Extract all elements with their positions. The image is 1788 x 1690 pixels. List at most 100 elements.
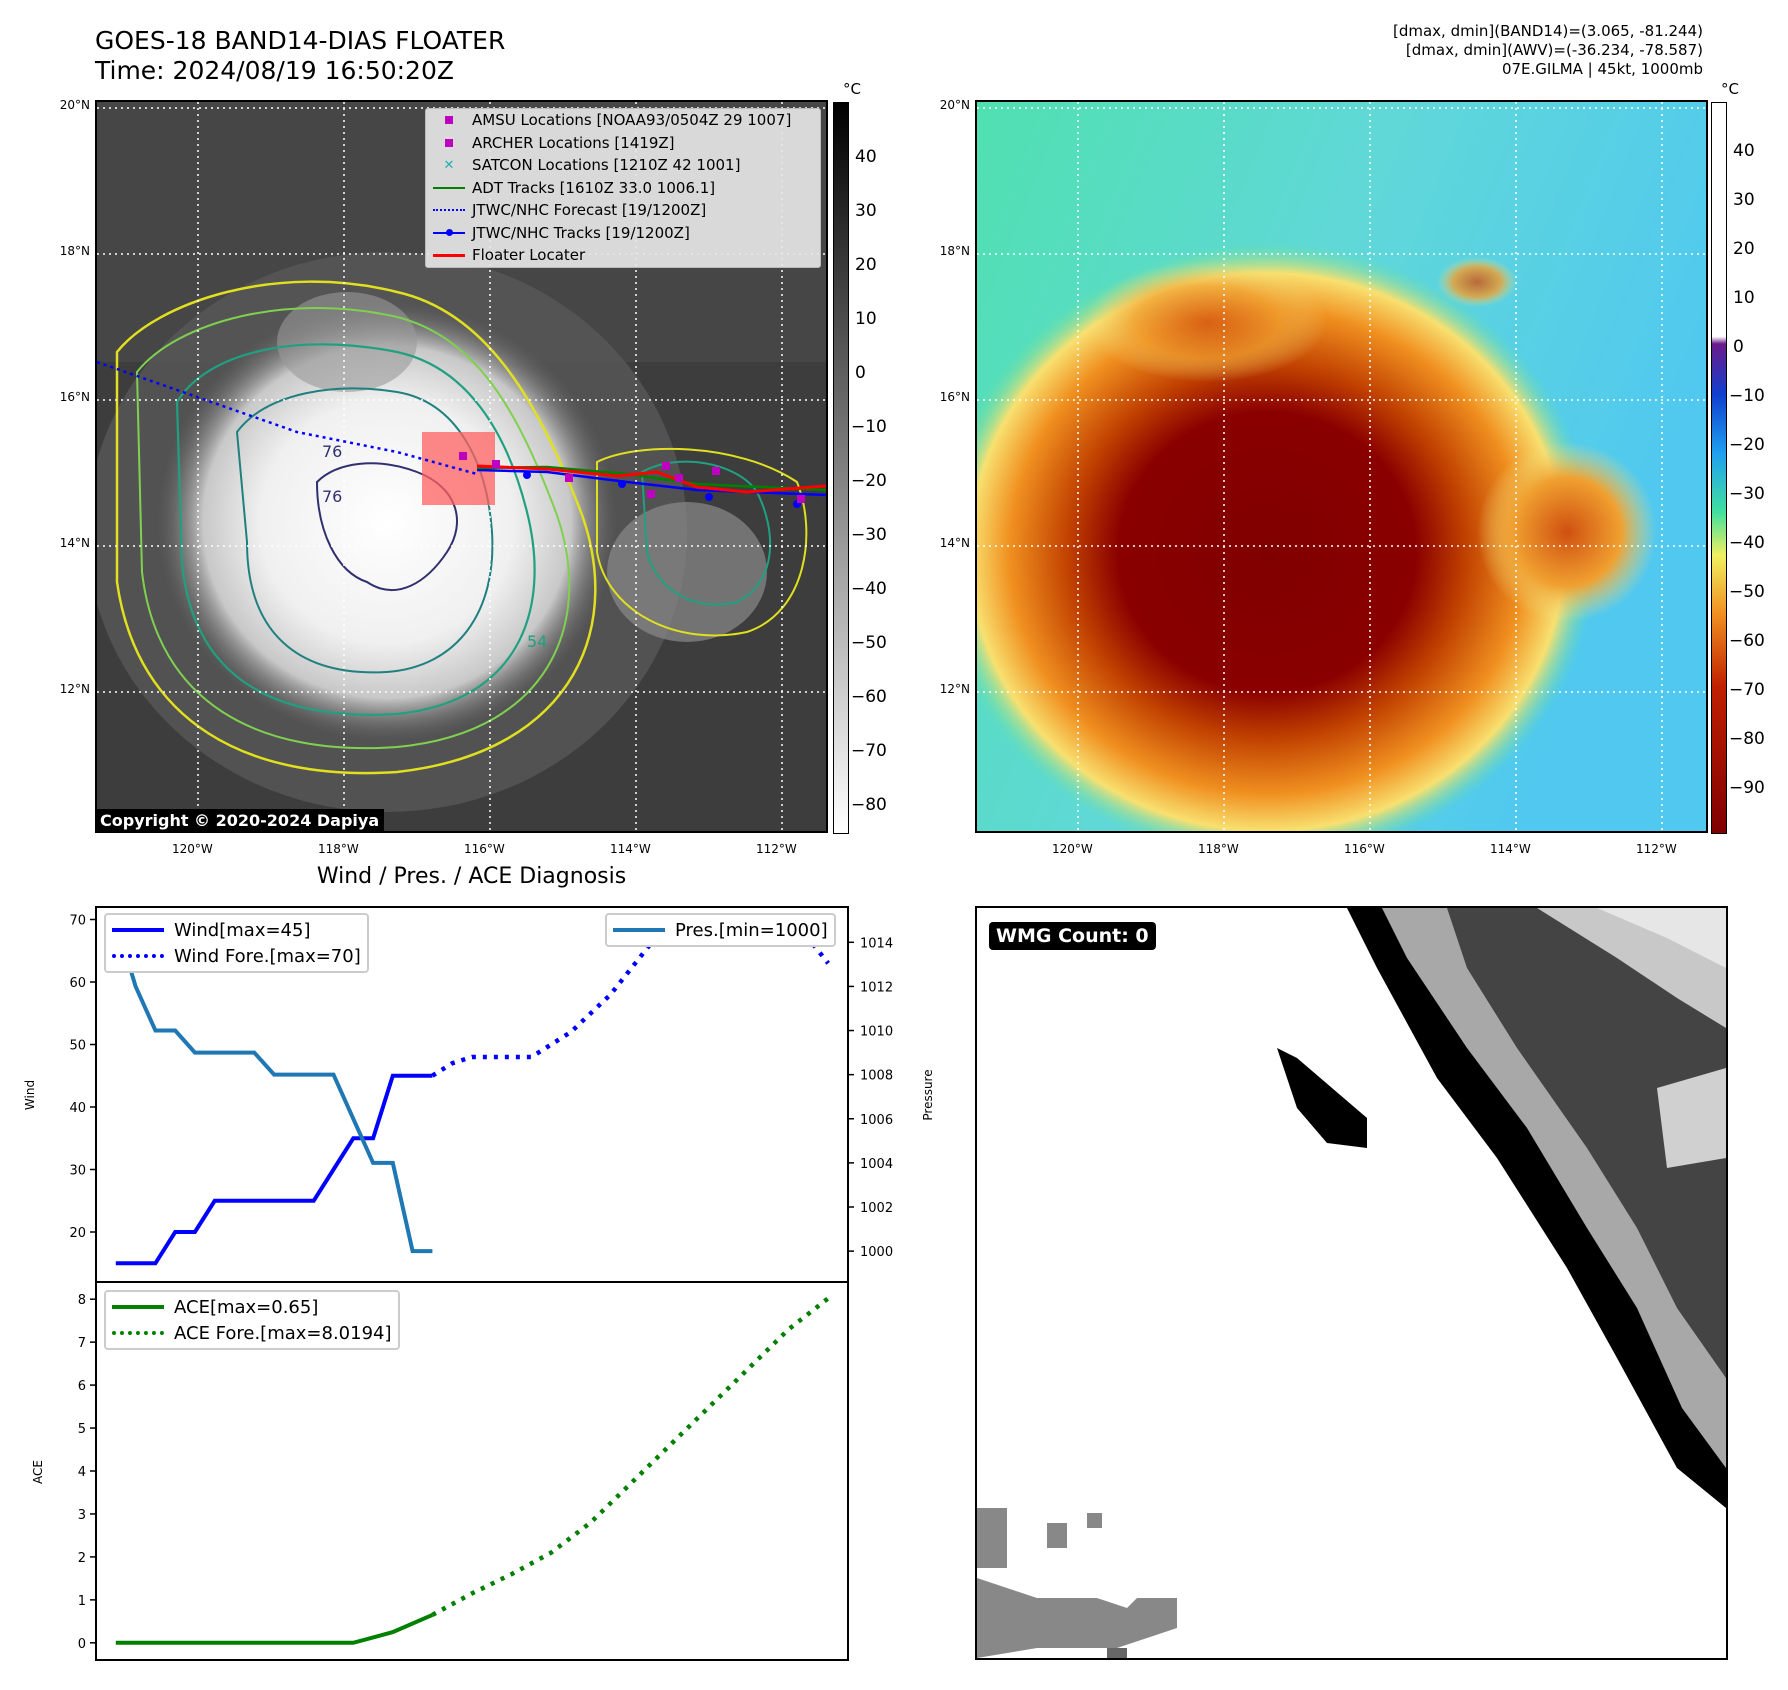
diagnosis-title: Wind / Pres. / ACE Diagnosis xyxy=(316,864,627,889)
ir-color-map-svg xyxy=(977,102,1706,831)
lon-label: 114°W xyxy=(610,842,651,856)
map-legend: AMSU Locations [NOAA93/0504Z 29 1007] AR… xyxy=(425,108,821,268)
cbar-tick: −70 xyxy=(851,741,887,761)
figure-title: GOES-18 BAND14-DIAS FLOATER Time: 2024/0… xyxy=(95,26,505,86)
lat-label: 12°N xyxy=(59,682,90,696)
cbar-tick: −10 xyxy=(1729,386,1765,406)
gray-colorbar-unit: °C xyxy=(843,80,861,98)
lat-label: 16°N xyxy=(59,390,90,404)
ace-ytick-label: 5 xyxy=(78,1422,86,1437)
contour-label-3: 54 xyxy=(527,632,547,651)
ace-ytick-label: 2 xyxy=(78,1551,86,1566)
cbar-tick: −80 xyxy=(851,795,887,815)
legend-satcon: ✕ SATCON Locations [1210Z 42 1001] xyxy=(443,156,741,175)
ace-series-line-1 xyxy=(431,1296,830,1617)
lat-label: 18°N xyxy=(939,244,970,258)
ir-color-map xyxy=(975,100,1708,833)
cbar-tick: 10 xyxy=(1733,288,1755,308)
cbar-tick: −90 xyxy=(1729,778,1765,798)
wmg-svg xyxy=(977,908,1726,1658)
lon-label: 120°W xyxy=(1052,842,1093,856)
info-line-2: [dmax, dmin](AWV)=(-36.234, -78.587) xyxy=(1405,41,1703,59)
legend-archer: ARCHER Locations [1419Z] xyxy=(426,132,820,155)
title-line-1: GOES-18 BAND14-DIAS FLOATER xyxy=(95,26,506,55)
cbar-tick: 40 xyxy=(1733,141,1755,161)
lon-label: 118°W xyxy=(1198,842,1239,856)
lat-label: 18°N xyxy=(59,244,90,258)
pressure-ytick-label: 1012 xyxy=(860,980,893,995)
lat-label: 12°N xyxy=(939,682,970,696)
lon-label: 120°W xyxy=(172,842,213,856)
cbar-tick: −20 xyxy=(1729,435,1765,455)
series-line-0 xyxy=(115,1073,433,1266)
cbar-tick: −40 xyxy=(851,579,887,599)
title-line-2: Time: 2024/08/19 16:50:20Z xyxy=(95,56,454,85)
wind-ytick-label: 50 xyxy=(69,1039,86,1054)
legend-tracks: JTWC/NHC Tracks [19/1200Z] xyxy=(426,222,820,245)
wind-ytick-label: 60 xyxy=(69,976,86,991)
gray-colorbar-ticks: 40 30 20 10 0 −10 −20 −30 −40 −50 −60 −7… xyxy=(851,102,895,832)
wind-ylabel: Wind xyxy=(23,1080,37,1110)
lat-label: 14°N xyxy=(939,536,970,550)
ace-ytick-label: 7 xyxy=(78,1336,86,1351)
wind-legend: Wind[max=45] Wind Fore.[max=70] xyxy=(104,913,369,973)
wind-ytick-label: 30 xyxy=(69,1164,86,1179)
cbar-tick: 40 xyxy=(855,147,877,167)
contour-label-2: 76 xyxy=(322,487,342,506)
cbar-tick: −40 xyxy=(1729,533,1765,553)
cbar-tick: −50 xyxy=(1729,582,1765,602)
lat-label: 20°N xyxy=(939,98,970,112)
color-colorbar xyxy=(1711,102,1727,834)
pressure-ytick-label: 1010 xyxy=(860,1025,893,1040)
legend-floater: Floater Locater xyxy=(426,244,820,267)
lat-label: 16°N xyxy=(939,390,970,404)
pressure-ytick-label: 1004 xyxy=(860,1157,893,1172)
ace-series-line-0 xyxy=(115,1613,434,1645)
lon-label: 112°W xyxy=(1636,842,1677,856)
color-colorbar-ticks: 40 30 20 10 0 −10 −20 −30 −40 −50 −60 −7… xyxy=(1729,102,1773,832)
cbar-tick: 0 xyxy=(855,363,866,383)
wind-ytick-label: 40 xyxy=(69,1101,86,1116)
cbar-tick: −10 xyxy=(851,417,887,437)
color-colorbar-unit: °C xyxy=(1721,80,1739,98)
legend-ace: ACE[max=0.65] xyxy=(112,1294,392,1320)
ace-ytick-label: 4 xyxy=(78,1465,86,1480)
cbar-tick: −60 xyxy=(1729,631,1765,651)
lon-label: 114°W xyxy=(1490,842,1531,856)
pressure-ytick-label: 1002 xyxy=(860,1201,893,1216)
cbar-tick: 10 xyxy=(855,309,877,329)
ace-ytick-label: 3 xyxy=(78,1508,86,1523)
legend-ace-fore: ACE Fore.[max=8.0194] xyxy=(112,1320,392,1346)
ace-ylabel: ACE xyxy=(31,1460,45,1484)
wmg-count-badge: WMG Count: 0 xyxy=(989,922,1156,950)
cbar-tick: −50 xyxy=(851,633,887,653)
cbar-tick: −30 xyxy=(1729,484,1765,504)
cbar-tick: −80 xyxy=(1729,729,1765,749)
pressure-ytick-label: 1008 xyxy=(860,1069,893,1084)
series-line-2 xyxy=(113,919,433,1254)
cbar-tick: −20 xyxy=(851,471,887,491)
legend-forecast: JTWC/NHC Forecast [19/1200Z] xyxy=(426,199,820,222)
pressure-ytick-label: 1000 xyxy=(860,1245,893,1260)
pressure-ylabel: Pressure xyxy=(921,1069,935,1120)
lat-label: 14°N xyxy=(59,536,90,550)
color-lon-labels: 120°W 118°W 116°W 114°W 112°W xyxy=(975,842,1708,858)
ace-ytick-label: 0 xyxy=(78,1637,86,1652)
cbar-tick: 30 xyxy=(1733,190,1755,210)
wmg-panel: WMG Count: 0 xyxy=(975,906,1728,1660)
lat-label: 20°N xyxy=(59,98,90,112)
copyright-label: Copyright © 2020-2024 Dapiya xyxy=(95,809,385,832)
cbar-tick: 0 xyxy=(1733,337,1744,357)
cbar-tick: 20 xyxy=(1733,239,1755,259)
ace-ytick-label: 6 xyxy=(78,1379,86,1394)
wind-ytick-label: 70 xyxy=(69,914,86,929)
pressure-ytick-label: 1006 xyxy=(860,1113,893,1128)
cbar-tick: −70 xyxy=(1729,680,1765,700)
info-line-1: [dmax, dmin](BAND14)=(3.065, -81.244) xyxy=(1392,22,1703,40)
lon-label: 118°W xyxy=(318,842,359,856)
lon-label: 112°W xyxy=(756,842,797,856)
pressure-ytick-label: 1014 xyxy=(860,936,893,951)
cbar-tick: 20 xyxy=(855,255,877,275)
legend-amsu: AMSU Locations [NOAA93/0504Z 29 1007] xyxy=(426,109,820,132)
pressure-legend: Pres.[min=1000] xyxy=(605,913,836,947)
